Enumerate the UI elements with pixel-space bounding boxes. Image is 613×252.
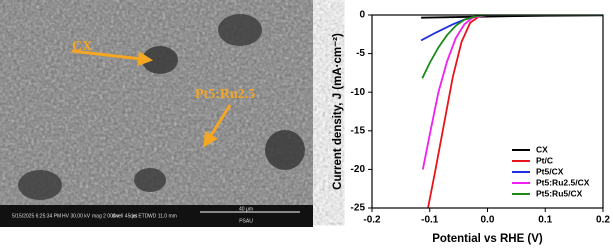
image-info: 5/15/2025 6:25:34 PM xyxy=(12,213,61,219)
image-info: HV 30.00 kV xyxy=(62,213,91,219)
y-tick-label: -15 xyxy=(351,125,366,136)
image-info: PSAU xyxy=(239,218,253,224)
y-tick-label: -20 xyxy=(351,164,366,175)
y-tick-label: -10 xyxy=(351,87,366,98)
image-label: CX xyxy=(72,39,92,54)
legend-label: Pt5:Ru2.5/CX xyxy=(536,177,590,187)
y-tick-label: -5 xyxy=(356,48,365,59)
x-tick-label: -0.2 xyxy=(363,215,381,226)
y-tick-label: 0 xyxy=(359,10,365,21)
image-info: det ETD xyxy=(130,213,149,219)
legend-label: Pt5:Ru5/CX xyxy=(536,188,583,198)
image-label: Pt5:Ru2.5 xyxy=(195,87,255,102)
x-axis-label: Potential vs RHE (V) xyxy=(432,233,543,245)
legend-label: Pt/C xyxy=(536,155,553,165)
series-line xyxy=(421,15,603,40)
image-info: 40 μm xyxy=(239,206,253,212)
figure: CX Pt5:Ru2.5 5/15/2025 6:25:34 PMHV 30.0… xyxy=(0,0,613,247)
image-info: WD 11.0 mm xyxy=(148,213,177,219)
legend-label: Pt5/CX xyxy=(536,166,564,176)
series-line xyxy=(422,15,603,78)
x-tick-label: 0.0 xyxy=(481,215,495,226)
x-tick-label: -0.1 xyxy=(421,215,439,226)
y-tick-label: -25 xyxy=(351,203,366,214)
legend-label: CX xyxy=(536,144,548,154)
y-axis-label: Current density, J (mA·cm⁻²) xyxy=(332,33,344,190)
x-tick-label: 0.1 xyxy=(538,215,552,226)
x-tick-label: 0.2 xyxy=(596,215,610,226)
